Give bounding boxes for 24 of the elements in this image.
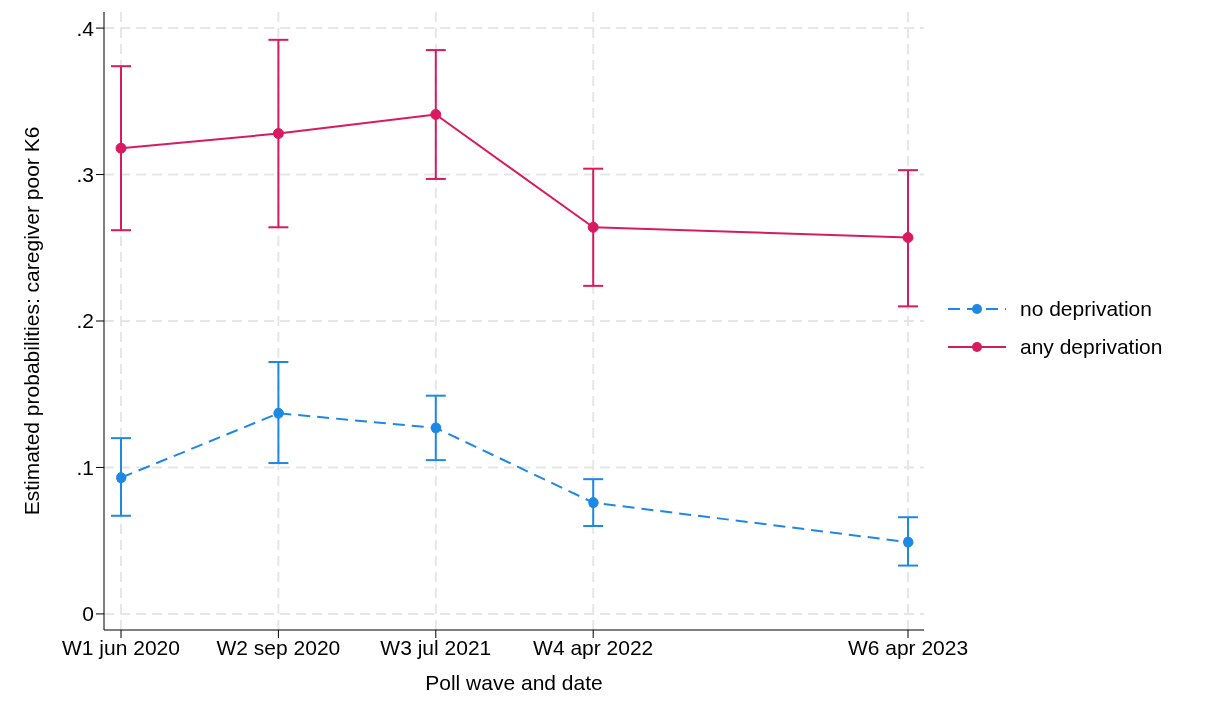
x-tick-label: W4 apr 2022 (533, 635, 654, 659)
point (587, 221, 599, 233)
y-tick-label: .2 (76, 309, 94, 333)
x-tick-label: W3 jul 2021 (380, 635, 492, 659)
x-tick-label: W6 apr 2023 (847, 635, 969, 659)
y-tick-label: 0 (82, 602, 94, 626)
point (902, 232, 914, 244)
x-axis-title: Poll wave and date (425, 671, 603, 694)
point (587, 497, 599, 509)
legend-label: no deprivation (1020, 297, 1152, 321)
point (430, 109, 442, 121)
point (115, 142, 127, 154)
y-tick-label: .3 (76, 163, 94, 187)
legend-label: any deprivation (1020, 335, 1163, 359)
point (272, 407, 284, 419)
x-tick-label: W1 jun 2020 (62, 635, 180, 659)
point (430, 422, 442, 434)
x-tick-label: W2 sep 2020 (216, 635, 341, 659)
point (272, 128, 284, 140)
point (115, 472, 127, 484)
y-tick-label: .4 (76, 16, 95, 40)
y-axis-title: Estimated probabilities: caregiver poor K6 (20, 126, 44, 516)
y-tick-label: .1 (76, 455, 94, 479)
point (902, 536, 914, 548)
